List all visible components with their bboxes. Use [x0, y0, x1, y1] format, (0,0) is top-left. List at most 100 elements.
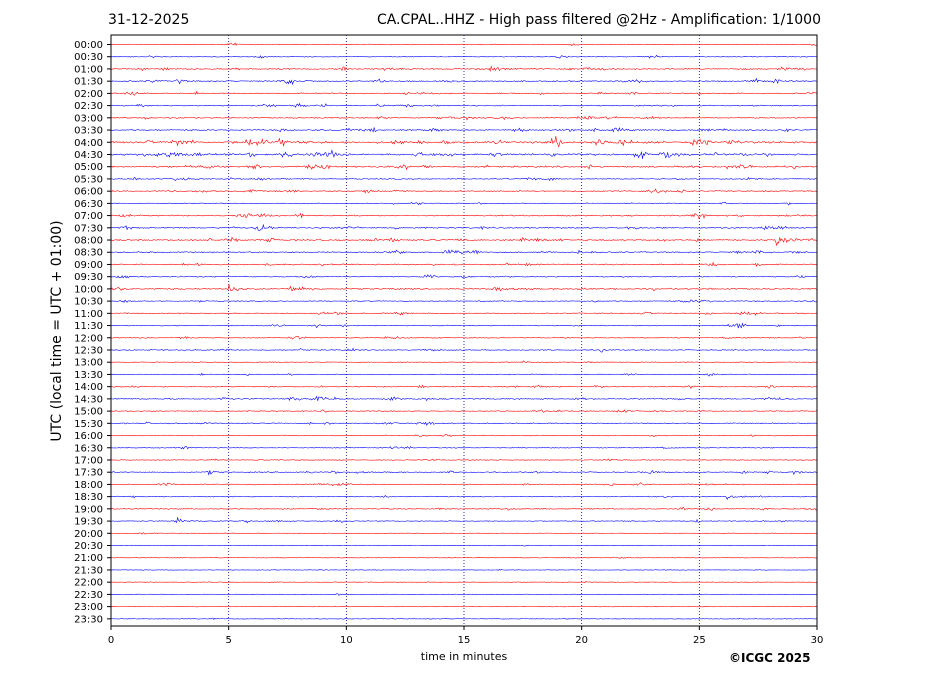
trace-line — [110, 126, 818, 133]
x-tick-label: 20 — [575, 635, 588, 646]
y-tick-label: 13:00 — [74, 358, 103, 369]
trace-line — [110, 593, 818, 596]
trace-line — [110, 544, 818, 547]
y-tick-label: 04:30 — [74, 150, 103, 161]
trace-line — [110, 90, 818, 96]
y-tick-label: 03:00 — [74, 113, 103, 124]
y-tick-label: 06:00 — [74, 187, 103, 198]
y-tick-label: 10:30 — [74, 297, 103, 308]
y-tick-label: 20:00 — [74, 529, 103, 540]
trace-line — [110, 284, 818, 292]
trace-line — [110, 136, 818, 148]
trace-line — [110, 236, 818, 247]
y-tick-label: 18:30 — [74, 492, 103, 503]
x-axis-ticks: 0 5 10 15 20 25 30 — [108, 626, 824, 646]
grid-lines — [228, 35, 700, 626]
trace-line — [110, 617, 818, 620]
trace-line — [110, 458, 818, 462]
chart-date: 31-12-2025 — [108, 12, 190, 28]
trace-line — [110, 384, 818, 389]
y-tick-label: 08:30 — [74, 248, 103, 259]
trace-line — [110, 507, 818, 511]
y-tick-label: 06:30 — [74, 199, 103, 210]
trace-line — [110, 102, 818, 108]
y-tick-label: 07:30 — [74, 223, 103, 234]
trace-line — [110, 482, 818, 487]
trace-line — [110, 580, 818, 583]
y-tick-label: 23:00 — [74, 602, 103, 613]
y-tick-label: 02:30 — [74, 101, 103, 112]
trace-line — [110, 212, 818, 220]
y-tick-label: 14:00 — [74, 382, 103, 393]
trace-line — [110, 395, 818, 402]
trace-line — [110, 421, 818, 426]
y-tick-label: 11:30 — [74, 321, 103, 332]
y-tick-label: 13:30 — [74, 370, 103, 381]
y-tick-label: 00:00 — [74, 40, 103, 51]
trace-line — [110, 360, 818, 364]
x-tick-label: 5 — [225, 635, 231, 646]
chart-title: CA.CPAL..HHZ - High pass filtered @2Hz -… — [376, 12, 821, 28]
trace-line — [110, 42, 818, 47]
y-tick-label: 21:30 — [74, 565, 103, 576]
y-tick-label: 05:00 — [74, 162, 103, 173]
y-tick-label: 17:30 — [74, 468, 103, 479]
trace-line — [110, 446, 818, 450]
y-tick-label: 09:30 — [74, 272, 103, 283]
y-tick-label: 15:30 — [74, 419, 103, 430]
y-tick-label: 08:00 — [74, 236, 103, 247]
y-tick-label: 17:00 — [74, 455, 103, 466]
trace-line — [110, 188, 818, 194]
y-tick-label: 01:30 — [74, 77, 103, 88]
y-tick-label: 22:00 — [74, 578, 103, 589]
trace-line — [110, 311, 818, 316]
y-tick-label: 09:00 — [74, 260, 103, 271]
trace-line — [110, 347, 818, 353]
y-tick-label: 02:00 — [74, 89, 103, 100]
y-tick-label: 16:30 — [74, 443, 103, 454]
x-tick-label: 15 — [458, 635, 471, 646]
seismic-traces — [110, 42, 818, 620]
trace-line — [110, 516, 818, 524]
trace-line — [110, 434, 818, 438]
trace-line — [110, 532, 818, 535]
trace-line — [110, 54, 818, 59]
x-tick-label: 25 — [693, 635, 706, 646]
trace-line — [110, 164, 818, 171]
trace-line — [110, 372, 818, 377]
x-tick-label: 30 — [811, 635, 824, 646]
y-tick-label: 23:30 — [74, 614, 103, 625]
trace-line — [110, 77, 818, 86]
y-tick-label: 10:00 — [74, 284, 103, 295]
y-tick-label: 07:00 — [74, 211, 103, 222]
trace-line — [110, 274, 818, 279]
trace-line — [110, 409, 818, 413]
y-tick-label: 14:30 — [74, 394, 103, 405]
trace-line — [110, 322, 818, 329]
trace-line — [110, 494, 818, 500]
trace-line — [110, 605, 818, 608]
x-tick-label: 10 — [340, 635, 353, 646]
y-tick-label: 16:00 — [74, 431, 103, 442]
y-tick-label: 19:30 — [74, 517, 103, 528]
y-tick-label: 04:00 — [74, 138, 103, 149]
trace-line — [110, 261, 818, 268]
y-tick-label: 15:00 — [74, 407, 103, 418]
trace-line — [110, 299, 818, 303]
copyright-text: ©ICGC 2025 — [729, 651, 811, 665]
trace-line — [110, 223, 818, 232]
y-tick-label: 18:00 — [74, 480, 103, 491]
trace-line — [110, 336, 818, 340]
y-tick-label: 00:30 — [74, 52, 103, 63]
y-tick-label: 12:00 — [74, 333, 103, 344]
y-tick-label: 20:30 — [74, 541, 103, 552]
y-tick-label: 12:30 — [74, 346, 103, 357]
x-tick-label: 0 — [108, 635, 114, 646]
trace-line — [110, 556, 818, 559]
trace-line — [110, 568, 818, 571]
y-tick-label: 21:00 — [74, 553, 103, 564]
y-tick-label: 11:00 — [74, 309, 103, 320]
y-axis-label: UTC (local time = UTC + 01:00) — [49, 220, 65, 442]
